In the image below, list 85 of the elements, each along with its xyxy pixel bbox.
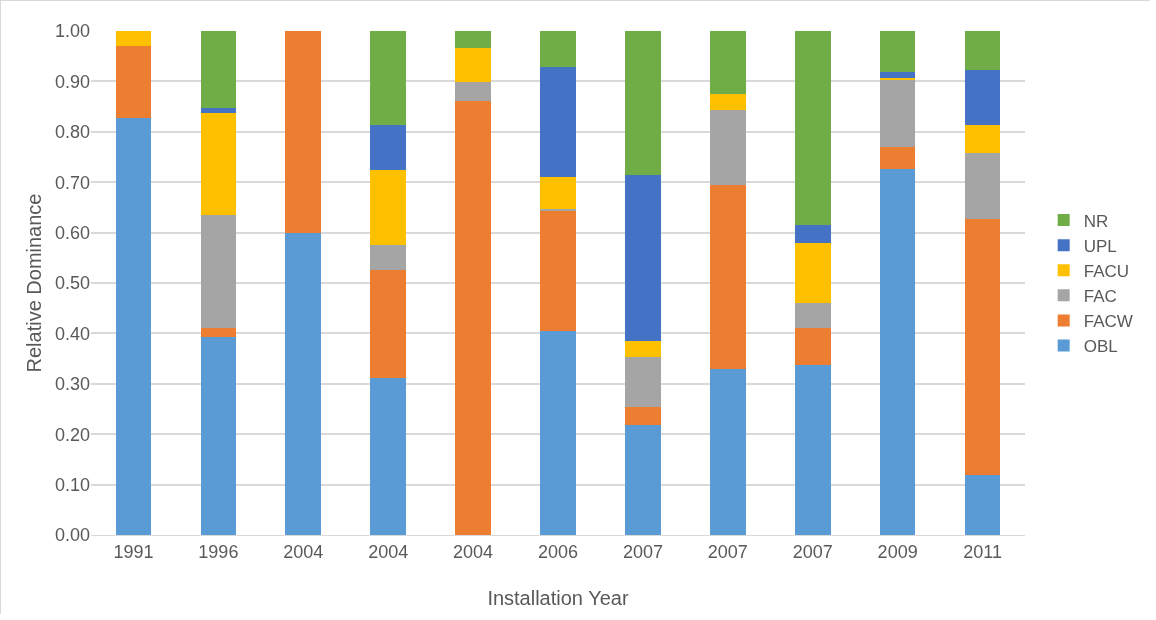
bar — [115, 46, 152, 119]
bar — [794, 31, 831, 226]
legend-label: FAC — [1083, 286, 1117, 306]
bar — [370, 245, 407, 271]
bar — [370, 125, 407, 170]
y-tick-label: 0.20 — [54, 424, 90, 445]
y-tick-label: 0.90 — [54, 71, 90, 92]
bar — [455, 100, 491, 535]
legend-label: NR — [1083, 211, 1109, 231]
bar — [625, 174, 661, 342]
x-tick-label: 2004 — [368, 541, 409, 562]
y-tick-label: 0.50 — [54, 273, 90, 294]
bar — [879, 146, 916, 169]
bar — [709, 184, 746, 370]
bar — [709, 369, 746, 535]
x-tick-label: 1996 — [198, 541, 239, 562]
bar — [964, 125, 1001, 154]
bar — [540, 67, 576, 178]
y-axis-title: Relative Dominance — [23, 193, 45, 373]
y-tick-label: 1.00 — [54, 21, 90, 42]
x-tick-label: 1991 — [113, 541, 154, 562]
bar — [455, 31, 491, 49]
x-axis-title: Installation Year — [487, 587, 629, 609]
bar — [285, 31, 322, 233]
bar — [285, 232, 322, 535]
bar — [625, 31, 661, 175]
bar — [540, 177, 576, 210]
bar — [709, 93, 746, 110]
x-tick-label: 2006 — [537, 541, 579, 562]
y-tick-label: 0.60 — [54, 222, 90, 243]
bar — [370, 377, 407, 535]
bar — [964, 153, 1001, 219]
y-tick-label: 0.10 — [54, 474, 90, 495]
legend-label: OBL — [1083, 337, 1118, 357]
bar — [540, 31, 576, 68]
bar — [879, 168, 916, 535]
bar — [455, 48, 491, 83]
bar — [964, 218, 1001, 475]
legend-label: UPL — [1083, 236, 1117, 256]
bar — [879, 31, 916, 73]
bar — [625, 357, 661, 408]
x-tick-label: 2007 — [622, 541, 663, 562]
bar — [200, 112, 237, 215]
bar — [709, 109, 746, 185]
y-tick-label: 0.40 — [54, 323, 90, 344]
y-tick-label: 0.80 — [54, 122, 90, 143]
bar — [625, 341, 661, 358]
bar — [794, 364, 831, 535]
x-tick-label: 2004 — [453, 541, 494, 562]
bar — [200, 107, 237, 113]
bar — [794, 303, 831, 329]
bar — [370, 31, 407, 126]
bar — [879, 80, 916, 147]
legend-label: FACW — [1083, 312, 1133, 332]
x-tick-label: 2009 — [877, 541, 918, 562]
x-tick-label: 2004 — [283, 541, 324, 562]
bar — [794, 328, 831, 365]
bar — [200, 336, 237, 535]
bar — [200, 31, 237, 108]
bar — [455, 82, 491, 101]
bar — [794, 225, 831, 243]
bar — [709, 31, 746, 94]
y-tick-label: 0.30 — [54, 374, 90, 395]
y-tick-label: 0.70 — [54, 172, 90, 193]
bar — [200, 214, 237, 329]
bar — [879, 72, 916, 79]
bar — [964, 70, 1001, 126]
bar — [964, 474, 1001, 535]
bar — [794, 242, 831, 304]
x-tick-label: 2007 — [792, 541, 833, 562]
bar — [625, 424, 661, 535]
bar — [540, 330, 576, 535]
bar — [115, 118, 152, 535]
x-tick-label: 2011 — [963, 541, 1002, 562]
bar — [370, 169, 407, 246]
y-tick-label: 0.00 — [54, 525, 90, 546]
bar — [879, 78, 916, 81]
legend-label: FACU — [1083, 261, 1130, 281]
bar — [115, 31, 152, 47]
bar — [540, 210, 576, 331]
bar — [625, 407, 661, 425]
bar — [370, 270, 407, 378]
bar — [200, 328, 237, 337]
x-tick-label: 2007 — [707, 541, 748, 562]
bar — [964, 31, 1001, 71]
